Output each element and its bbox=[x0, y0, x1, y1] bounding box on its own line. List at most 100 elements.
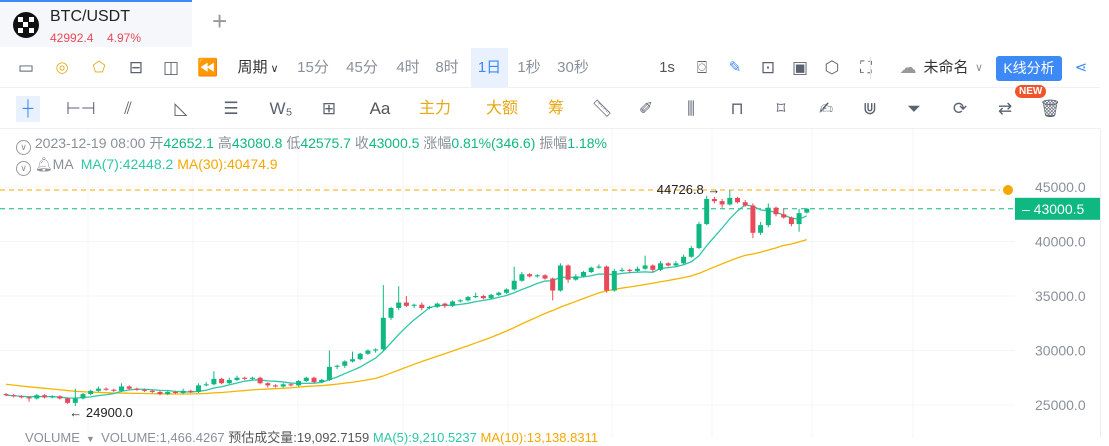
candle-body bbox=[211, 378, 217, 385]
ma7-line bbox=[5, 204, 808, 399]
sync-drawing-icon[interactable]: ⟳ bbox=[952, 99, 968, 118]
bell-off-icon[interactable]: 🔔︎ bbox=[34, 156, 53, 172]
large-order-tool[interactable]: 大额 bbox=[485, 100, 518, 117]
period-1s[interactable]: 1秒 bbox=[517, 59, 541, 76]
change-value: 0.81%(346.6) bbox=[451, 135, 536, 151]
candles-hide-icon[interactable]: ⫼ bbox=[687, 99, 695, 118]
cloud-icon[interactable]: ☁ bbox=[899, 58, 917, 77]
candle-body bbox=[365, 350, 371, 354]
period-label: 周期 bbox=[237, 59, 268, 76]
fullscreen-icon[interactable]: ⛶ bbox=[860, 58, 872, 77]
candle-body bbox=[288, 384, 294, 386]
candle-body bbox=[296, 381, 302, 386]
caret-down-icon[interactable]: ▼ bbox=[83, 434, 98, 444]
pencil-icon[interactable]: ✎ bbox=[728, 59, 742, 76]
ruler-icon[interactable]: 📏︎ bbox=[591, 99, 613, 118]
box-icon[interactable]: ⊞ bbox=[321, 99, 337, 118]
crosshair-icon[interactable]: ┼ bbox=[16, 96, 40, 122]
k-line-analysis-button[interactable]: K线分析 bbox=[996, 56, 1062, 81]
candle-body bbox=[565, 265, 571, 280]
filter-icon[interactable]: ⏷ bbox=[907, 99, 921, 118]
candle-body bbox=[457, 300, 463, 302]
gauge-icon[interactable]: ◎ bbox=[55, 59, 69, 76]
candle-body bbox=[388, 307, 394, 318]
candle-body bbox=[573, 276, 579, 280]
period-4h[interactable]: 4时 bbox=[396, 59, 420, 76]
camera-icon[interactable]: ⌼ bbox=[696, 58, 708, 77]
trash-icon[interactable]: 🗑︎ bbox=[1039, 99, 1061, 118]
add-window-icon[interactable]: ⊡ bbox=[760, 58, 776, 77]
horizontal-segment-icon[interactable]: ⊢⊣ bbox=[66, 99, 96, 118]
collapse-icon[interactable]: ∨ bbox=[16, 140, 31, 155]
columns-icon[interactable]: ◫ bbox=[162, 58, 180, 77]
magnet-icon[interactable]: ⋓ bbox=[862, 99, 878, 118]
candle-body bbox=[496, 292, 502, 295]
chart-line-icon[interactable]: ▭ bbox=[17, 58, 35, 77]
y-tick-label: 35000.0 bbox=[1035, 288, 1086, 304]
period-15m[interactable]: 15分 bbox=[297, 59, 329, 76]
wave-icon[interactable]: W₅ bbox=[269, 99, 293, 118]
candle-body bbox=[34, 395, 40, 399]
chevron-down-icon[interactable]: ∨ bbox=[974, 62, 984, 74]
chevron-down-icon: ∨ bbox=[267, 63, 279, 75]
lightning-icon[interactable]: ⬠ bbox=[92, 59, 106, 76]
period-1d[interactable]: 1日 bbox=[471, 48, 508, 88]
triangle-icon[interactable]: ◺ bbox=[174, 99, 188, 118]
rewind-icon[interactable]: ⏪ bbox=[197, 58, 219, 77]
settings-icon[interactable]: ⬡ bbox=[824, 58, 840, 77]
period-30s[interactable]: 30秒 bbox=[557, 59, 589, 76]
candle-body bbox=[180, 390, 186, 394]
symbol-name: BTC/USDT bbox=[50, 8, 130, 25]
candle-body bbox=[427, 306, 432, 308]
candle-body bbox=[442, 303, 448, 306]
candlestick-chart[interactable]: 45000.0 40000.0 35000.0 30000.0 25000.0 – 430… bbox=[0, 129, 1100, 438]
candle-body bbox=[527, 274, 533, 277]
candle-body bbox=[149, 390, 155, 392]
note-icon[interactable]: ✍ bbox=[818, 99, 834, 118]
candle-body bbox=[465, 297, 471, 301]
symbol-tab[interactable]: BTC/USDT 42992.4 4.97% bbox=[0, 0, 192, 47]
candle-body bbox=[758, 225, 764, 233]
close-label: 收 bbox=[354, 135, 369, 151]
close-value: 43000.5 bbox=[368, 135, 420, 151]
barrage-icon[interactable]: ▣ bbox=[791, 58, 809, 77]
candle-body bbox=[473, 296, 479, 298]
candle-body bbox=[619, 269, 625, 271]
candle-body bbox=[257, 377, 263, 384]
period-dropdown[interactable]: 周期 ∨ bbox=[232, 48, 284, 88]
candle-body bbox=[319, 379, 325, 383]
collapse-icon[interactable]: ∨ bbox=[16, 161, 31, 176]
candle-body bbox=[188, 390, 194, 392]
y-tick-label: 45000.0 bbox=[1035, 179, 1086, 195]
candle-body bbox=[242, 377, 248, 379]
period-8h[interactable]: 8时 bbox=[435, 59, 459, 76]
candle-body bbox=[280, 384, 286, 387]
horizontal-lines-icon[interactable]: ☰ bbox=[223, 99, 239, 118]
candle-body bbox=[611, 270, 617, 291]
layout-icon[interactable]: ⊟ bbox=[128, 58, 144, 77]
bookmark-icon[interactable]: ⌑ bbox=[776, 99, 786, 118]
candle-body bbox=[488, 294, 494, 299]
period-toolbar: ▭ ◎ ⬠ ⊟ ◫ ⏪ 周期 ∨ 15分 45分 4时 8时 1日 1秒 30秒… bbox=[0, 48, 1100, 88]
candle-body bbox=[57, 396, 63, 399]
text-tool[interactable]: Aa bbox=[369, 99, 391, 118]
main-force-tool[interactable]: 主力 bbox=[418, 100, 451, 117]
chips-tool[interactable]: 筹 bbox=[547, 100, 564, 117]
brush-icon[interactable]: ✐ bbox=[638, 99, 654, 118]
layout-name[interactable]: 未命名 bbox=[923, 59, 969, 76]
realtime-toggle[interactable]: 1s bbox=[659, 59, 675, 76]
candle-body bbox=[550, 278, 556, 291]
candle-body bbox=[696, 224, 702, 249]
change-label: 涨幅 bbox=[423, 135, 452, 151]
candle-body bbox=[519, 274, 525, 281]
add-tab-button[interactable]: + bbox=[212, 6, 228, 36]
share-icon[interactable]: ⋖ bbox=[1074, 59, 1088, 76]
period-45m[interactable]: 45分 bbox=[346, 59, 378, 76]
parallel-channel-icon[interactable]: ⫽ bbox=[124, 99, 132, 118]
candle-body bbox=[557, 265, 563, 291]
candle-body bbox=[119, 386, 124, 391]
candle-body bbox=[88, 390, 94, 395]
swap-drawing-icon[interactable]: ⇄ bbox=[997, 99, 1013, 118]
lock-icon[interactable]: ⊓ bbox=[730, 99, 744, 118]
candle-body bbox=[542, 275, 548, 279]
